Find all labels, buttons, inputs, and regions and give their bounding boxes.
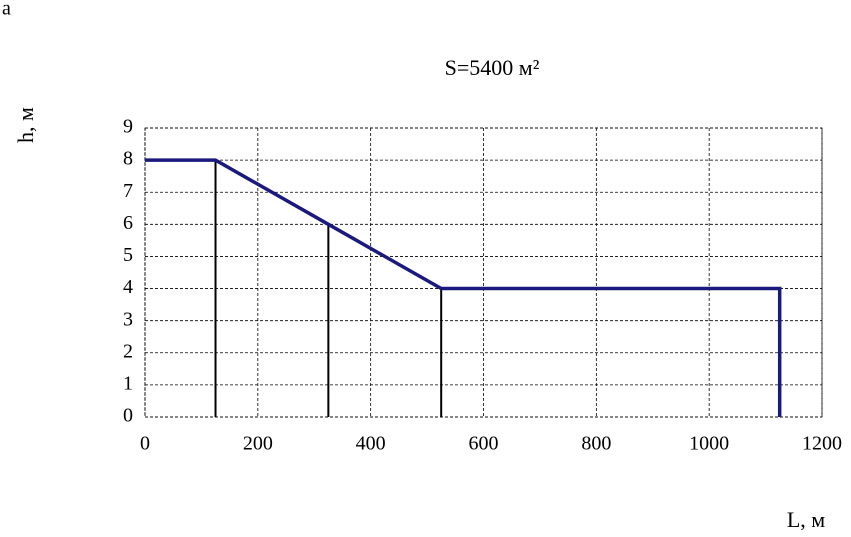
- panel-label: а: [2, 0, 11, 20]
- x-axis-label: L, м: [787, 507, 825, 532]
- y-axis-label: h, м: [13, 107, 38, 143]
- x-tick-label: 1200: [802, 433, 842, 455]
- y-tick-label: 1: [123, 372, 133, 394]
- y-tick-label: 8: [123, 148, 133, 170]
- x-tick-label: 200: [243, 433, 273, 455]
- data-line: [145, 158, 782, 417]
- x-tick-label: 600: [469, 433, 499, 455]
- y-tick-label: 4: [123, 276, 133, 298]
- chart-title: S=5400 м²: [445, 55, 540, 80]
- y-tick-label: 3: [123, 308, 133, 330]
- y-tick-label: 5: [123, 244, 133, 266]
- x-tick-label: 1000: [689, 433, 729, 455]
- x-tick-label: 800: [581, 433, 611, 455]
- y-tick-label: 2: [123, 340, 133, 362]
- x-tick-label: 400: [356, 433, 386, 455]
- y-tick-label: 6: [123, 212, 133, 234]
- y-tick-label: 9: [123, 116, 133, 138]
- y-tick-label: 7: [123, 180, 133, 202]
- plot-border: [144, 127, 823, 418]
- y-tick-label: 0: [123, 405, 133, 427]
- x-tick-label: 0: [140, 433, 150, 455]
